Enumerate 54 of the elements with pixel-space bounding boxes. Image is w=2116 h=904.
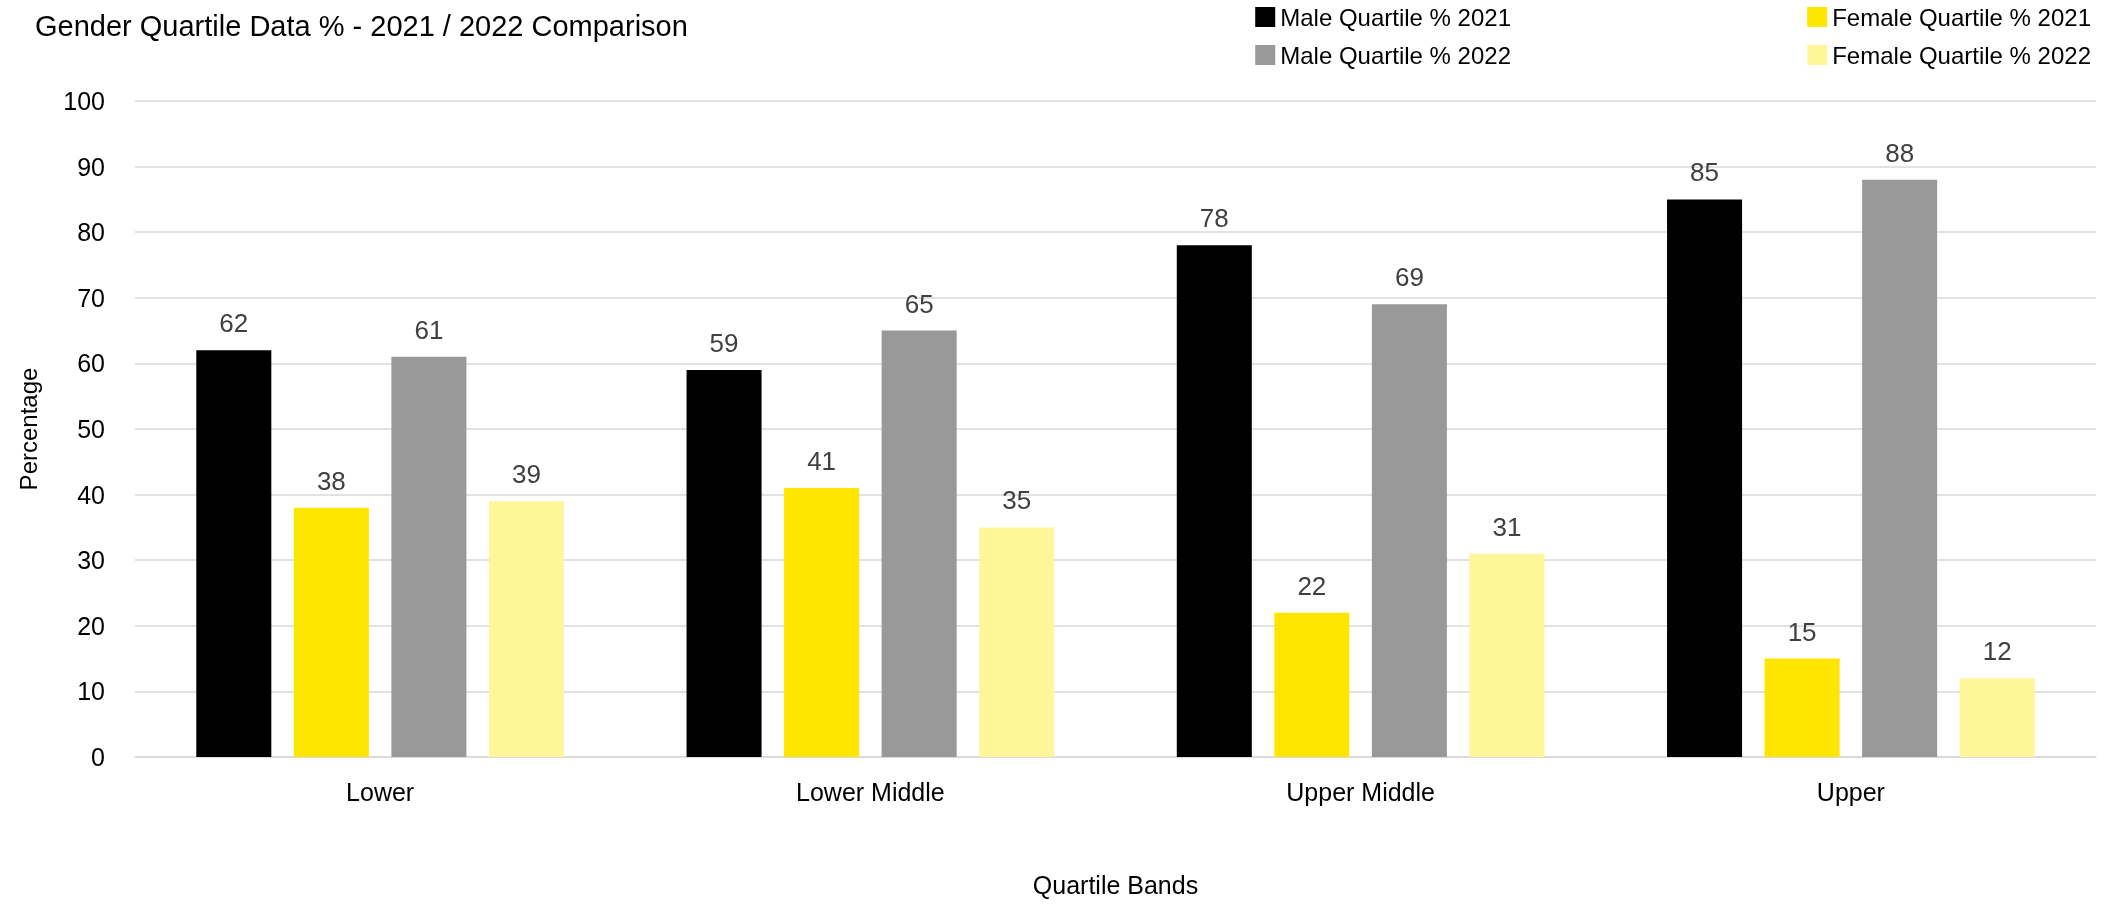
x-tick-label: Upper <box>1816 777 1885 806</box>
bar <box>881 330 957 757</box>
legend-label: Male Quartile % 2021 <box>1280 3 1512 31</box>
x-tick-label: Upper Middle <box>1286 777 1435 806</box>
data-label: 22 <box>1297 570 1327 601</box>
data-label: 88 <box>1885 137 1915 168</box>
bar <box>1764 658 1840 757</box>
data-label: 38 <box>316 465 346 496</box>
y-tick-label: 100 <box>63 87 105 115</box>
legend-label: Female Quartile % 2022 <box>1832 41 2091 69</box>
bar <box>391 356 467 757</box>
y-tick-label: 40 <box>77 480 105 509</box>
y-axis-title: Percentage <box>14 367 42 491</box>
y-tick-label: 50 <box>77 415 105 443</box>
y-tick-label: 30 <box>77 546 105 575</box>
data-label: 39 <box>511 459 541 490</box>
bar <box>979 527 1055 757</box>
data-label: 62 <box>219 308 249 339</box>
chart-title: Gender Quartile Data % - 2021 / 2022 Comparison <box>35 9 688 42</box>
bar <box>1862 179 1938 757</box>
legend-label: Female Quartile % 2021 <box>1832 3 2091 31</box>
data-label: 31 <box>1492 511 1522 542</box>
bar <box>1371 304 1447 757</box>
data-label: 12 <box>1982 636 2012 667</box>
data-label: 15 <box>1787 616 1817 647</box>
y-tick-label: 60 <box>77 349 105 378</box>
data-label: 85 <box>1690 157 1720 188</box>
bar <box>1959 678 2035 757</box>
bar <box>1667 199 1743 757</box>
data-label: 41 <box>807 446 837 477</box>
bar <box>686 369 762 757</box>
bar <box>784 488 860 757</box>
legend-label: Male Quartile % 2022 <box>1280 41 1512 69</box>
y-tick-label: 70 <box>77 283 105 312</box>
bar <box>293 507 369 757</box>
y-tick-label: 10 <box>77 677 105 706</box>
data-label: 78 <box>1199 203 1229 234</box>
y-tick-label: 0 <box>91 743 105 771</box>
bar <box>196 350 272 757</box>
y-tick-label: 20 <box>77 611 105 640</box>
bar <box>488 501 564 757</box>
data-label: 35 <box>1002 485 1032 516</box>
bar <box>1469 553 1545 757</box>
data-label: 59 <box>709 327 739 358</box>
bar <box>1176 245 1252 757</box>
data-label: 61 <box>414 314 444 345</box>
y-tick-label: 90 <box>77 152 105 181</box>
x-axis-title: Quartile Bands <box>1032 870 1199 899</box>
bar <box>1274 612 1350 757</box>
x-tick-label: Lower <box>346 777 415 806</box>
data-label: 65 <box>904 288 934 319</box>
x-tick-label: Lower Middle <box>796 777 945 806</box>
y-tick-label: 80 <box>77 218 105 247</box>
data-label: 69 <box>1394 262 1424 293</box>
